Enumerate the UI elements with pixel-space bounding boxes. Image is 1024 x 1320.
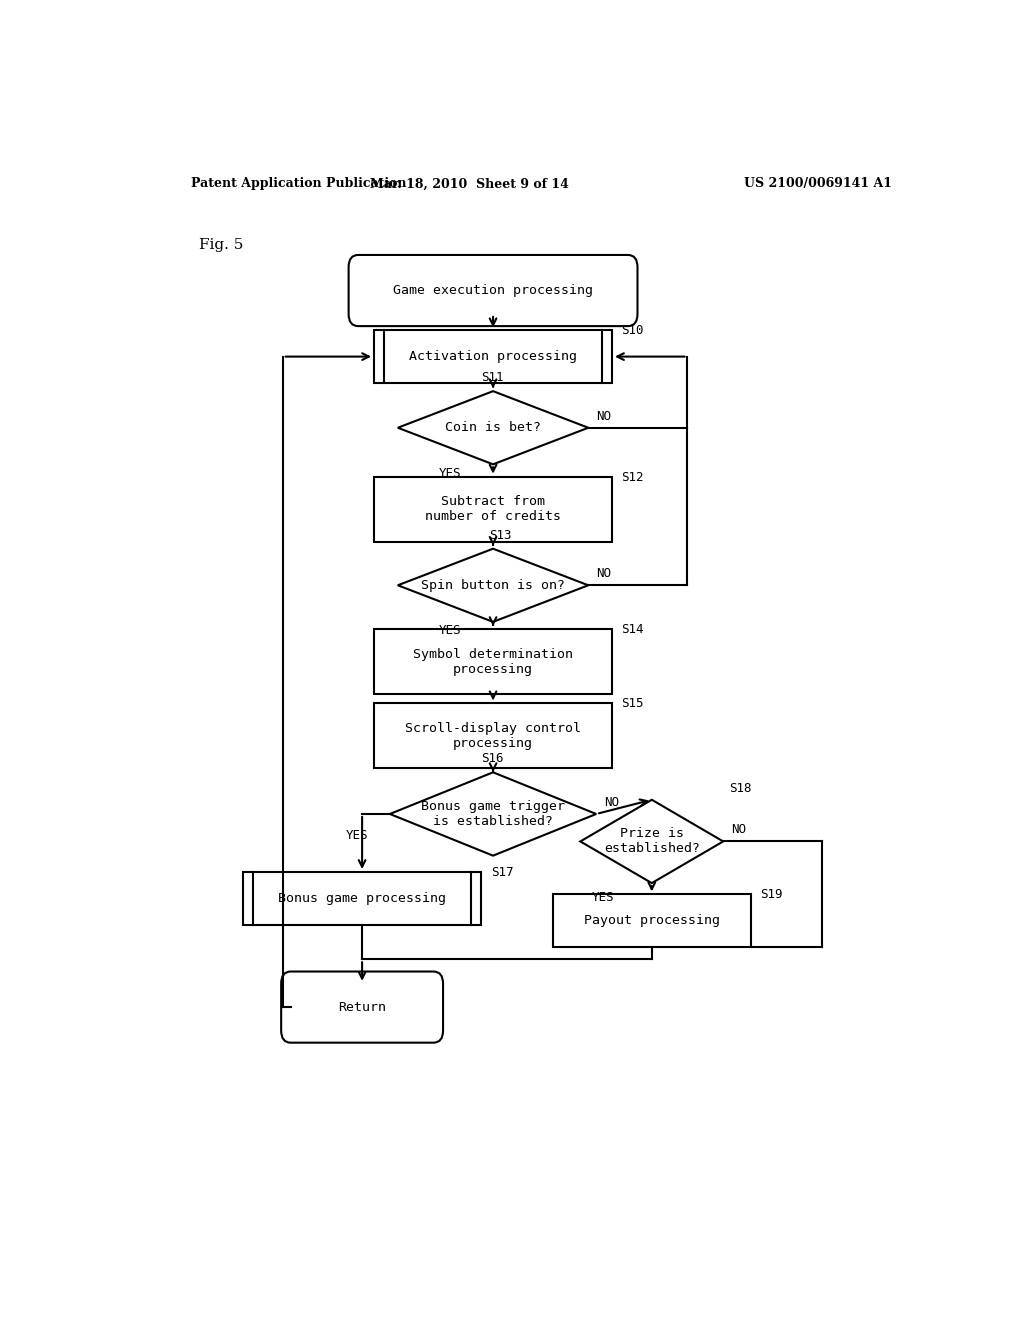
- Text: Prize is
established?: Prize is established?: [604, 828, 699, 855]
- Text: Coin is bet?: Coin is bet?: [445, 421, 541, 434]
- Text: S11: S11: [481, 371, 504, 384]
- Text: S15: S15: [622, 697, 644, 710]
- FancyBboxPatch shape: [348, 255, 638, 326]
- Text: NO: NO: [596, 409, 611, 422]
- Bar: [374, 477, 612, 541]
- Text: Payout processing: Payout processing: [584, 915, 720, 927]
- Text: S19: S19: [761, 888, 783, 902]
- Polygon shape: [397, 391, 588, 465]
- Text: NO: NO: [596, 568, 611, 581]
- Text: Fig. 5: Fig. 5: [200, 238, 244, 252]
- Text: YES: YES: [346, 829, 369, 842]
- Text: YES: YES: [439, 466, 462, 479]
- Text: S13: S13: [489, 528, 512, 541]
- Text: S18: S18: [729, 781, 752, 795]
- Polygon shape: [390, 772, 596, 855]
- Bar: [374, 630, 612, 694]
- Text: Mar. 18, 2010  Sheet 9 of 14: Mar. 18, 2010 Sheet 9 of 14: [370, 177, 568, 190]
- Text: Spin button is on?: Spin button is on?: [421, 578, 565, 591]
- Text: Patent Application Publication: Patent Application Publication: [191, 177, 407, 190]
- Text: Bonus game trigger
is established?: Bonus game trigger is established?: [421, 800, 565, 828]
- Text: S10: S10: [622, 325, 644, 337]
- Polygon shape: [397, 549, 588, 622]
- Text: S12: S12: [622, 471, 644, 483]
- Bar: [374, 330, 612, 383]
- Text: S17: S17: [490, 866, 513, 879]
- Bar: [553, 894, 751, 948]
- Text: Scroll-display control
processing: Scroll-display control processing: [406, 722, 581, 750]
- Text: Subtract from
number of credits: Subtract from number of credits: [425, 495, 561, 523]
- Text: Activation processing: Activation processing: [409, 350, 578, 363]
- Text: Game execution processing: Game execution processing: [393, 284, 593, 297]
- Text: NO: NO: [731, 824, 746, 837]
- Bar: [374, 704, 612, 768]
- Text: YES: YES: [439, 624, 462, 638]
- Text: Bonus game processing: Bonus game processing: [279, 892, 446, 904]
- Text: S14: S14: [622, 623, 644, 636]
- Text: NO: NO: [604, 796, 620, 809]
- Text: US 2100/0069141 A1: US 2100/0069141 A1: [744, 177, 893, 190]
- Bar: [243, 873, 481, 925]
- Text: Symbol determination
processing: Symbol determination processing: [413, 648, 573, 676]
- Text: YES: YES: [592, 891, 614, 904]
- Text: S16: S16: [481, 752, 504, 766]
- Text: Return: Return: [338, 1001, 386, 1014]
- Polygon shape: [581, 800, 723, 883]
- FancyBboxPatch shape: [282, 972, 443, 1043]
